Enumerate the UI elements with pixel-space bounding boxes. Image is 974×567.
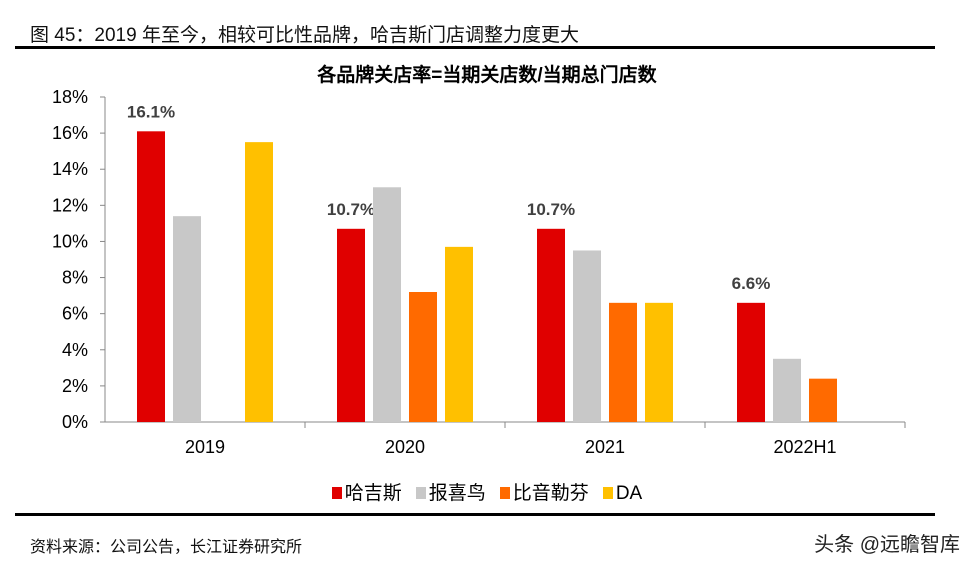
legend-swatch (331, 487, 342, 499)
legend-label: 报喜鸟 (428, 483, 486, 504)
bar-DA-2021 (645, 302, 673, 422)
y-tick-label: 4% (62, 340, 88, 360)
source-note: 资料来源：公司公告，长江证券研究所 (30, 539, 303, 556)
bar-哈吉斯-2019 (137, 131, 165, 423)
bar-报喜鸟-2020 (373, 187, 401, 422)
figure-title: 图 45：2019 年至今，相较可比性品牌，哈吉斯门店调整力度更大 (30, 25, 579, 46)
bar-报喜鸟-2019 (173, 216, 201, 422)
y-tick-label: 2% (62, 376, 88, 396)
bar-哈吉斯-2020 (337, 228, 365, 422)
legend-swatch (499, 487, 510, 499)
watermark: 头条 @远瞻智库 (814, 534, 960, 556)
data-label: 10.7% (327, 200, 375, 219)
bar-比音勒芬-2021 (609, 302, 637, 422)
bar-哈吉斯-2022H1 (737, 302, 765, 422)
bar-哈吉斯-2021 (537, 228, 565, 422)
x-tick-label: 2019 (185, 437, 225, 457)
legend-label: DA (615, 483, 643, 504)
legend-item: 报喜鸟 (415, 483, 486, 504)
legend-label: 哈吉斯 (344, 483, 402, 504)
y-tick-label: 12% (52, 195, 88, 215)
legend-item: 比音勒芬 (499, 483, 589, 504)
legend-item: DA (602, 483, 643, 504)
x-tick-label: 2022H1 (773, 437, 836, 457)
data-label: 6.6% (732, 274, 771, 293)
chart-title: 各品牌关店率=当期关店数/当期总门店数 (317, 65, 657, 86)
y-tick-label: 0% (62, 412, 88, 432)
bar-DA-2019 (245, 142, 273, 422)
data-label: 16.1% (127, 102, 175, 121)
legend-swatch (602, 487, 613, 499)
legend: 哈吉斯 报喜鸟 比音勒芬 DA (0, 478, 974, 505)
x-tick-label: 2020 (385, 437, 425, 457)
y-tick-label: 16% (52, 123, 88, 143)
bar-报喜鸟-2021 (573, 250, 601, 422)
legend-item: 哈吉斯 (331, 483, 402, 504)
legend-label: 比音勒芬 (512, 483, 589, 504)
y-tick-label: 10% (52, 231, 88, 251)
x-tick-label: 2021 (585, 437, 625, 457)
y-tick-label: 8% (62, 268, 88, 288)
bar-比音勒芬-2022H1 (809, 378, 837, 422)
top-rule (15, 46, 935, 49)
data-label: 10.7% (527, 200, 575, 219)
y-tick-label: 14% (52, 159, 88, 179)
bar-DA-2020 (445, 246, 473, 422)
bar-报喜鸟-2022H1 (773, 358, 801, 422)
legend-swatch (415, 487, 426, 499)
y-tick-label: 18% (52, 87, 88, 107)
bottom-rule (15, 513, 935, 516)
bar-比音勒芬-2020 (409, 292, 437, 422)
y-tick-label: 6% (62, 304, 88, 324)
